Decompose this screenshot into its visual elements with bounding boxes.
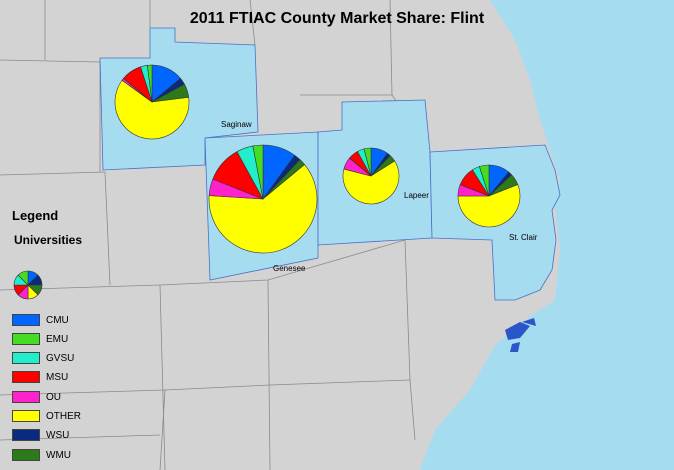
legend-swatch [12,410,40,422]
county-label-lapeer: Lapeer [404,191,429,200]
legend-label: EMU [46,333,69,345]
pie-saginaw-slice-other [114,79,190,140]
county-label-stclair: St. Clair [509,233,538,242]
county-boundaries [0,0,431,470]
pie-genesee [208,144,318,254]
legend-swatch [12,314,40,326]
legend-label: WSU [46,429,70,441]
pie-lapeer-slice-other [342,160,400,205]
lake-st-clair-islands [505,318,536,352]
lake-huron [420,0,674,470]
market-share-pies [114,64,521,254]
legend-title: Legend [12,208,59,223]
pie-lapeer [342,147,400,205]
pie-saginaw [114,64,190,140]
legend-swatch [12,429,40,441]
pie-saginaw-slice-emu [147,64,153,103]
legend-swatch [12,352,40,364]
pie-genesee-slice-emu [252,144,264,200]
pie-stclair-slice-emu [479,164,490,197]
pie-stclair-slice-other [457,184,521,228]
legend-item-cmu: CMU [12,313,69,327]
legend-label: MSU [46,371,69,383]
legend-item-wsu: WSU [12,428,69,442]
pie-lapeer-slice-emu [363,147,372,177]
legend-swatch [12,449,40,461]
legend-item-gvsu: GVSU [12,351,74,365]
legend-swatch [12,333,40,345]
legend-item-other: OTHER [12,409,81,423]
pie-genesee-slice-other [208,164,318,254]
county-label-genesee: Genesee [273,264,306,273]
legend-item-ou: OU [12,390,61,404]
legend-swatch [12,371,40,383]
legend-item-msu: MSU [12,370,68,384]
legend-label: CMU [46,314,69,326]
legend-item-emu: EMU [12,332,68,346]
map-title: 2011 FTIAC County Market Share: Flint [189,10,485,27]
pie-stclair [457,164,521,228]
county-label-saginaw: Saginaw [221,120,252,129]
legend-pie-slice-emu [17,270,29,286]
legend-subtitle: Universities [14,233,83,247]
legend-label: GVSU [46,352,75,364]
legend-item-wmu: WMU [12,448,71,462]
legend-pie-symbol [13,270,43,300]
legend-label: OTHER [46,410,81,422]
legend-label: WMU [46,449,71,461]
legend-label: OU [46,391,61,403]
legend-swatch [12,391,40,403]
